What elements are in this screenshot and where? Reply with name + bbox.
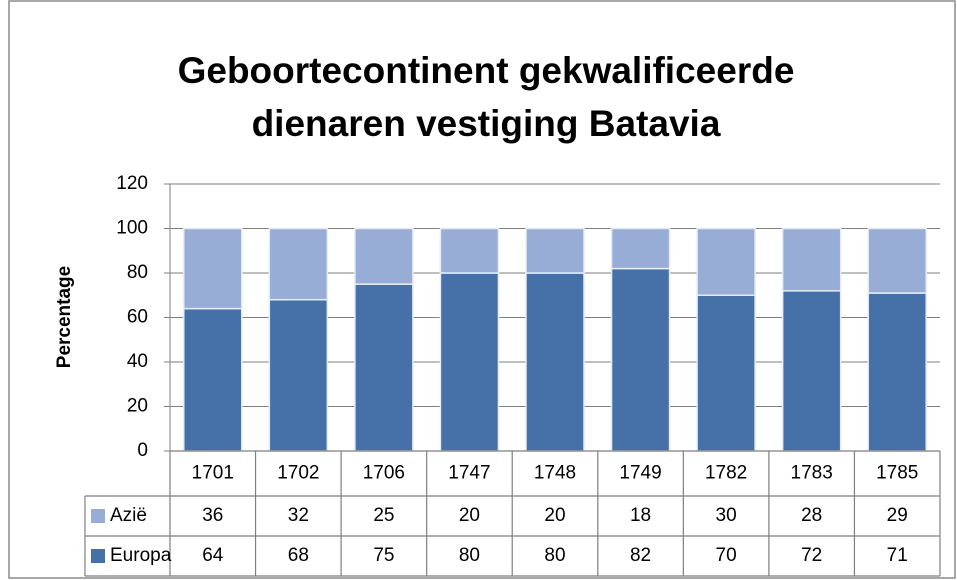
table-value: 36 <box>202 505 223 526</box>
table-value: 71 <box>887 545 908 566</box>
table-value: 64 <box>202 545 224 566</box>
bar-segment <box>439 272 500 452</box>
x-tick-label: 1748 <box>534 463 576 484</box>
table-value: 80 <box>544 545 565 566</box>
bar-segment <box>867 292 927 452</box>
bar-segment <box>610 267 671 452</box>
bar-segment <box>781 227 842 292</box>
legend-swatch <box>91 509 105 523</box>
y-tick-label: 20 <box>127 396 148 417</box>
bar-segment <box>354 227 414 285</box>
bar-segment <box>268 227 329 301</box>
legend-label: Azië <box>110 505 147 526</box>
bar-segment <box>610 227 671 270</box>
y-tick-label: 40 <box>127 351 148 372</box>
table-value: 32 <box>288 505 309 526</box>
legend-label: Europa <box>110 545 172 566</box>
table-value: 68 <box>288 545 309 566</box>
x-tick-label: 1782 <box>705 463 747 484</box>
bar-segment <box>525 272 585 452</box>
bar-segment <box>525 227 585 274</box>
table-value: 20 <box>544 505 565 526</box>
table-value: 20 <box>459 505 480 526</box>
bar-segment <box>781 290 842 452</box>
y-axis-label: Percentage <box>54 266 75 368</box>
x-tick-label: 1706 <box>363 463 405 484</box>
x-tick-label: 1749 <box>619 463 661 484</box>
y-tick-label: 120 <box>116 173 148 194</box>
y-tick-label: 60 <box>127 307 148 328</box>
x-tick-label: 1701 <box>192 463 234 484</box>
x-tick-label: 1702 <box>277 463 319 484</box>
table-value: 30 <box>716 505 737 526</box>
table-value: 28 <box>801 505 822 526</box>
y-tick-label: 100 <box>116 218 148 239</box>
table-value: 70 <box>716 545 737 566</box>
bar-segment <box>268 298 329 452</box>
table-value: 75 <box>373 545 394 566</box>
legend-swatch <box>91 549 105 563</box>
bar-segment <box>696 227 756 296</box>
bar-segment <box>183 307 243 452</box>
table-value: 25 <box>373 505 394 526</box>
bar-segment <box>867 227 927 294</box>
table-value: 72 <box>801 545 822 566</box>
y-tick-label: 80 <box>127 262 148 283</box>
table-value: 29 <box>887 505 908 526</box>
table-value: 82 <box>630 545 651 566</box>
bar-segment <box>439 227 500 274</box>
bar-segment <box>183 227 243 310</box>
chart-title: Geboortecontinent gekwalificeerde dienar… <box>177 50 795 144</box>
bar-segment <box>354 283 414 452</box>
x-tick-label: 1747 <box>448 463 490 484</box>
y-tick-label: 0 <box>137 440 148 461</box>
chart-border <box>8 0 956 579</box>
x-tick-label: 1783 <box>791 463 833 484</box>
bar-segment <box>696 294 756 452</box>
table-value: 80 <box>459 545 480 566</box>
table-value: 18 <box>630 505 651 526</box>
x-tick-label: 1785 <box>876 463 918 484</box>
